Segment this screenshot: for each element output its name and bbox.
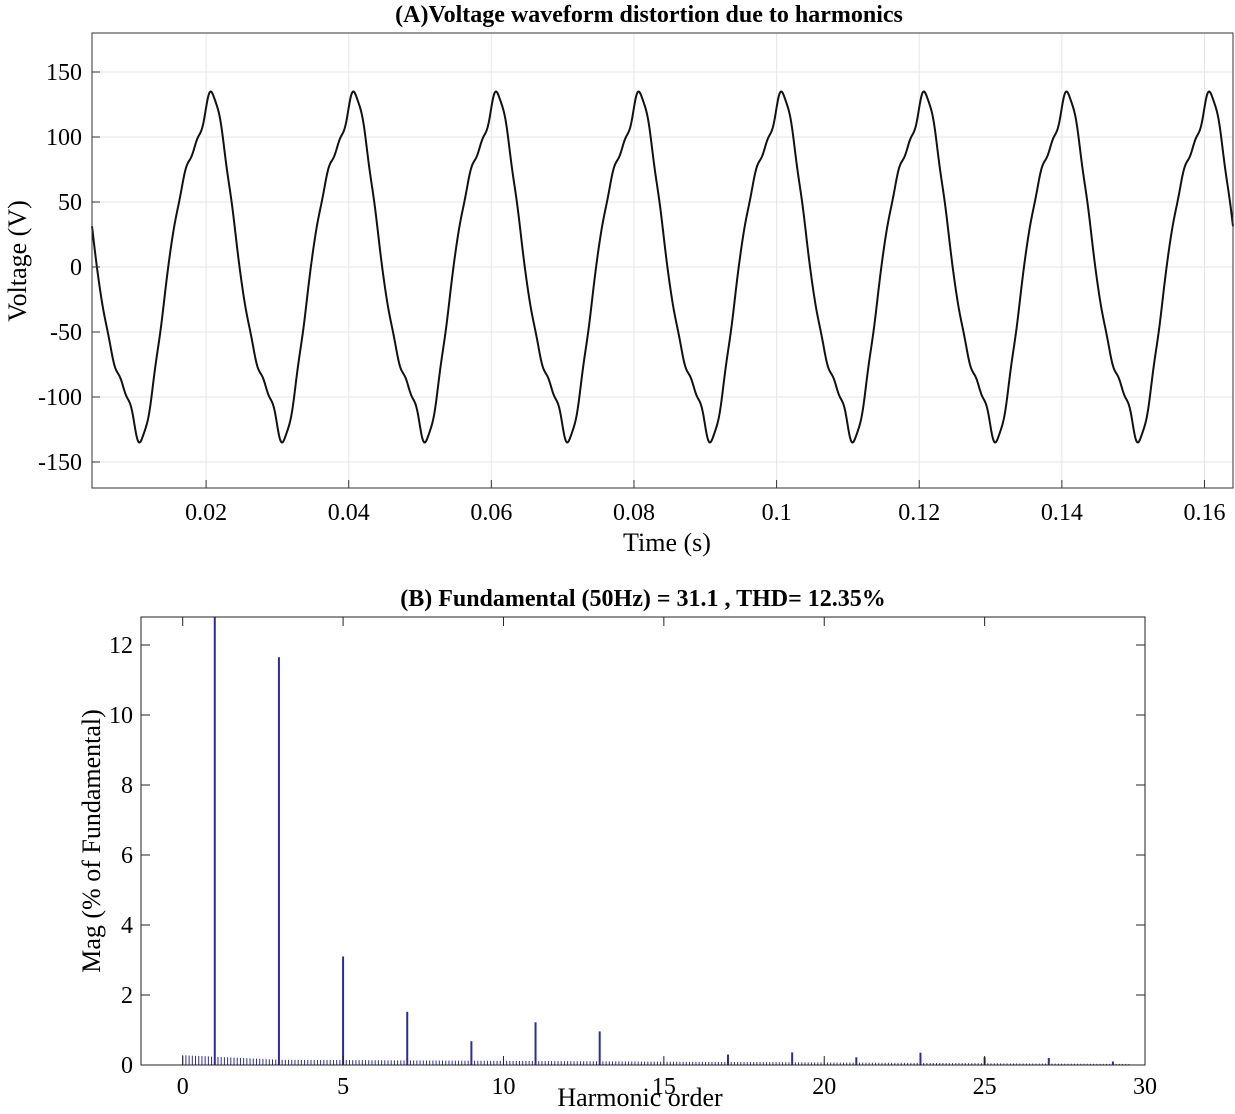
chart-b-y-tick-label: 2 <box>121 983 133 1009</box>
chart-b-x-tick-label: 10 <box>491 1074 515 1100</box>
chart-b-y-tick-label: 4 <box>121 913 133 939</box>
chart-a-x-tick-label: 0.1 <box>762 500 792 526</box>
chart-a-y-tick-label: 150 <box>46 60 82 86</box>
chart-a-y-ticks: -150 -100 -50 0 50 100 150 <box>38 60 100 476</box>
chart-b-x-tick-label: 25 <box>973 1074 997 1100</box>
chart-a-x-tick-label: 0.16 <box>1183 500 1225 526</box>
chart-b-y-tick-label: 12 <box>109 633 133 659</box>
chart-b-y-tick-label: 0 <box>121 1053 133 1079</box>
chart-a-x-tick-label: 0.08 <box>613 500 655 526</box>
chart-a-x-axis-label: Time (s) <box>623 528 711 557</box>
chart-b-x-axis-label: Harmonic order <box>557 1083 723 1112</box>
chart-a-axes-frame <box>91 32 1234 489</box>
chart-a-y-tick-label: 100 <box>46 125 82 151</box>
chart-a-voltage-line <box>91 90 1234 444</box>
chart-b-noise-floor <box>182 1055 1130 1065</box>
chart-b-x-ticks: 0 5 10 15 20 25 30 <box>177 617 1157 1100</box>
chart-b-y-tick-label: 8 <box>121 773 133 799</box>
chart-b-x-tick-label: 5 <box>337 1074 349 1100</box>
chart-b-x-tick-label: 20 <box>812 1074 836 1100</box>
chart-b-x-tick-label: 15 <box>652 1074 676 1100</box>
chart-a-y-tick-label: -100 <box>38 385 82 411</box>
chart-a-y-tick-label: -50 <box>50 320 82 346</box>
chart-b-title: (B) Fundamental (50Hz) = 31.1 , THD= 12.… <box>400 586 886 612</box>
chart-a: (A)Voltage waveform distortion due to ha… <box>0 0 1235 560</box>
chart-b-harmonic-bars <box>213 617 1114 1065</box>
chart-b-y-tick-label: 10 <box>109 703 133 729</box>
chart-a-y-axis-label: Voltage (V) <box>3 200 32 322</box>
chart-b-x-tick-label: 0 <box>177 1074 189 1100</box>
chart-a-x-tick-label: 0.14 <box>1041 500 1083 526</box>
chart-b-x-tick-label: 30 <box>1133 1074 1157 1100</box>
chart-b-axes-frame <box>140 616 1146 1066</box>
chart-a-x-tick-label: 0.06 <box>470 500 512 526</box>
chart-b-y-tick-label: 6 <box>121 843 133 869</box>
chart-a-y-tick-label: -150 <box>38 450 82 476</box>
chart-a-x-ticks: 0.02 0.04 0.06 0.08 0.1 0.12 0.14 0.16 <box>185 480 1225 526</box>
chart-b-y-ticks: 0 2 4 6 8 10 12 <box>109 633 1145 1079</box>
chart-a-x-tick-label: 0.12 <box>898 500 940 526</box>
chart-a-x-tick-label: 0.02 <box>185 500 227 526</box>
chart-a-x-tick-label: 0.04 <box>328 500 370 526</box>
chart-a-title: (A)Voltage waveform distortion due to ha… <box>395 2 903 28</box>
chart-b: (B) Fundamental (50Hz) = 31.1 , THD= 12.… <box>77 586 1157 1112</box>
chart-a-background <box>0 0 1235 560</box>
chart-b-y-axis-label: Mag (% of Fundamental) <box>77 709 106 973</box>
chart-a-y-tick-label: 0 <box>70 255 82 281</box>
chart-a-y-tick-label: 50 <box>58 190 82 216</box>
